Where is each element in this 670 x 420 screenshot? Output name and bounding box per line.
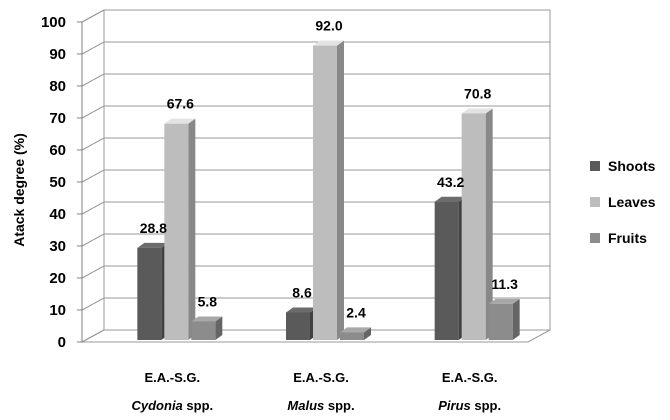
bar-top (340, 327, 371, 333)
gridline (81, 297, 550, 311)
bar-front (137, 247, 162, 340)
bar-shoots (434, 196, 466, 340)
gridline (81, 201, 550, 215)
bar-fruits (191, 316, 223, 340)
category-label-species: Pirus spp. (438, 398, 501, 413)
category-label-line1: E.A.-S.G. (442, 370, 498, 385)
legend-swatch-shoots (590, 161, 600, 171)
y-tick-label: 80 (49, 78, 66, 95)
gridline (81, 233, 550, 247)
bar-top (137, 242, 169, 248)
bar-top (488, 298, 520, 304)
data-label-shoots: 28.8 (140, 220, 167, 236)
chart-legend: Shoots Leaves Fruits (590, 148, 655, 256)
category-labels: E.A.-S.G. Cydonia spp. E.A.-S.G. Malus spp.… (132, 370, 502, 413)
bar-front (313, 45, 337, 340)
bar-front (461, 113, 486, 340)
category-suffix: spp. (183, 398, 213, 413)
y-tick-label: 60 (49, 142, 66, 159)
y-tick-label: 50 (49, 174, 66, 191)
data-label-fruits: 2.4 (346, 304, 366, 320)
legend-label-shoots: Shoots (608, 158, 656, 174)
gridline (81, 41, 550, 55)
data-label-leaves: 92.0 (315, 18, 342, 34)
bar-top (461, 108, 493, 114)
category-genus: Pirus (438, 398, 471, 413)
category-suffix: spp. (324, 398, 354, 413)
y-axis-label: Atack degree (%) (11, 133, 27, 247)
legend-label-leaves: Leaves (608, 194, 656, 210)
legend-swatch-fruits (590, 233, 600, 243)
y-tick-label: 100 (41, 14, 66, 31)
gridline (81, 169, 550, 183)
legend-label-fruits: Fruits (608, 230, 647, 246)
category-genus: Cydonia (132, 398, 183, 413)
data-labels: 28.8 67.6 5.8 8.6 92.0 2.4 43.2 70.8 11.3 (140, 18, 518, 321)
bar-front (286, 312, 310, 340)
data-label-leaves: 67.6 (167, 96, 194, 112)
gridline (81, 9, 550, 23)
y-axis-ticks: 0 10 20 30 40 50 60 70 80 90 100 (41, 14, 83, 351)
bar-front (488, 303, 513, 340)
bar-side (215, 316, 223, 340)
category-label-species: Cydonia spp. (132, 398, 214, 413)
bar-side (188, 118, 196, 341)
y-tick-label: 70 (49, 110, 66, 127)
gridline (81, 105, 550, 119)
category-label-species: Malus spp. (287, 398, 354, 413)
y-tick-label: 20 (49, 270, 66, 287)
bar-shoots (286, 307, 317, 340)
data-label-fruits: 5.8 (198, 293, 218, 309)
bar-top (164, 118, 196, 124)
bar-side (337, 40, 344, 340)
legend-swatch-leaves (590, 197, 600, 207)
bar-side (512, 298, 520, 340)
gridline (81, 73, 550, 87)
y-tick-label: 0 (58, 334, 66, 351)
gridline (81, 329, 550, 343)
legend-item-shoots: Shoots (590, 148, 655, 184)
bar-front (164, 123, 189, 341)
gridline (81, 265, 550, 279)
y-tick-label: 90 (49, 46, 66, 63)
data-label-leaves: 70.8 (464, 85, 491, 101)
bar-fruits (340, 327, 371, 340)
y-tick-label: 40 (49, 206, 66, 223)
bar-leaves (313, 40, 344, 340)
bar-fruits (488, 298, 520, 340)
bar-side (364, 327, 371, 340)
category-suffix: spp. (471, 398, 501, 413)
y-tick-label: 30 (49, 238, 66, 255)
chart-grid (81, 9, 550, 343)
category-label-line1: E.A.-S.G. (293, 370, 349, 385)
legend-item-leaves: Leaves (590, 184, 655, 220)
chart-bars (137, 40, 520, 341)
bar-front (340, 332, 364, 340)
bar-leaves (164, 118, 196, 341)
legend-item-fruits: Fruits (590, 220, 655, 256)
data-label-fruits: 11.3 (491, 276, 518, 292)
category-genus: Malus (287, 398, 324, 413)
bar-front (191, 321, 216, 340)
bar-top (286, 307, 317, 313)
bar-side (485, 108, 493, 340)
bar-leaves (461, 108, 493, 340)
bar-front (434, 201, 459, 340)
bar-top (434, 196, 466, 202)
data-label-shoots: 43.2 (437, 174, 464, 190)
gridline (81, 137, 550, 151)
category-label-line1: E.A.-S.G. (145, 370, 201, 385)
bar-shoots (137, 242, 169, 340)
y-tick-label: 10 (49, 302, 66, 319)
data-label-shoots: 8.6 (292, 284, 312, 300)
bar-top (313, 40, 344, 46)
bar-top (191, 316, 223, 322)
